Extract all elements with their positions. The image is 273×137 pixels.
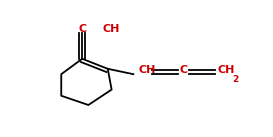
Text: CH: CH — [217, 65, 235, 75]
Text: C: C — [180, 65, 188, 75]
Text: 2: 2 — [233, 75, 239, 84]
Text: C: C — [79, 24, 87, 34]
Text: CH: CH — [102, 24, 120, 34]
Text: CH: CH — [139, 65, 156, 75]
